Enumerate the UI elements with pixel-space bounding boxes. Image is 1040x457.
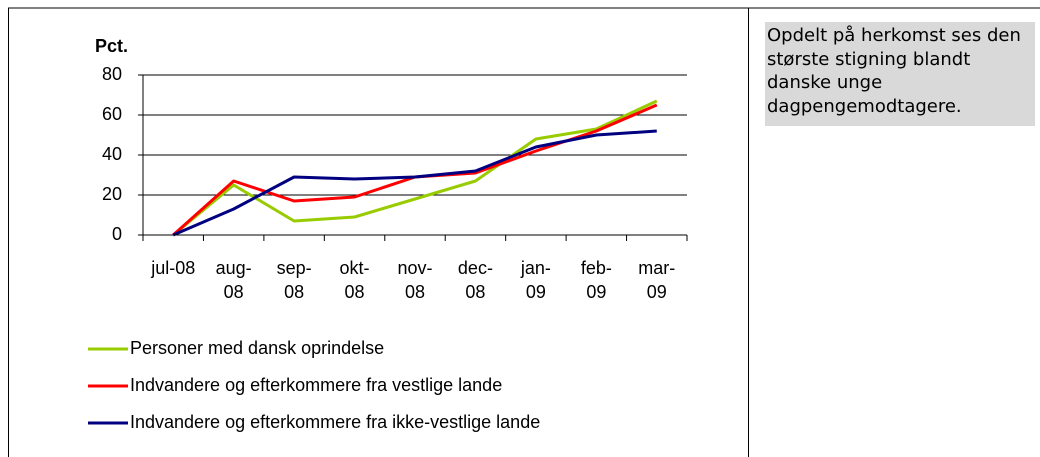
x-tick-label: okt-08 bbox=[339, 258, 370, 302]
sidebar-note: Opdelt på herkomst ses den største stign… bbox=[765, 22, 1035, 126]
x-tick-label: dec-08 bbox=[457, 258, 493, 302]
y-tick-label: 80 bbox=[102, 64, 122, 84]
x-tick-label: aug-08 bbox=[215, 258, 252, 302]
legend-label: Indvandere og efterkommere fra ikke-vest… bbox=[130, 412, 540, 432]
legend-label: Indvandere og efterkommere fra vestlige … bbox=[130, 375, 502, 395]
y-tick-label: 60 bbox=[102, 104, 122, 124]
y-axis-label: Pct. bbox=[95, 36, 128, 56]
y-tick-label: 0 bbox=[112, 224, 122, 244]
legend-label: Personer med dansk oprindelse bbox=[130, 338, 384, 358]
x-tick-label: nov-08 bbox=[397, 258, 433, 302]
x-tick-label: sep-08 bbox=[276, 258, 312, 302]
x-tick-label: jul-08 bbox=[151, 258, 196, 278]
y-tick-label: 40 bbox=[102, 144, 122, 164]
series-line bbox=[172, 103, 658, 237]
y-tick-label: 20 bbox=[102, 184, 122, 204]
x-tick-label: jan-09 bbox=[520, 258, 551, 302]
x-tick-label: mar-09 bbox=[638, 258, 676, 302]
series-line bbox=[172, 129, 657, 237]
x-tick-label: feb-09 bbox=[580, 258, 612, 302]
series-line bbox=[172, 99, 658, 237]
